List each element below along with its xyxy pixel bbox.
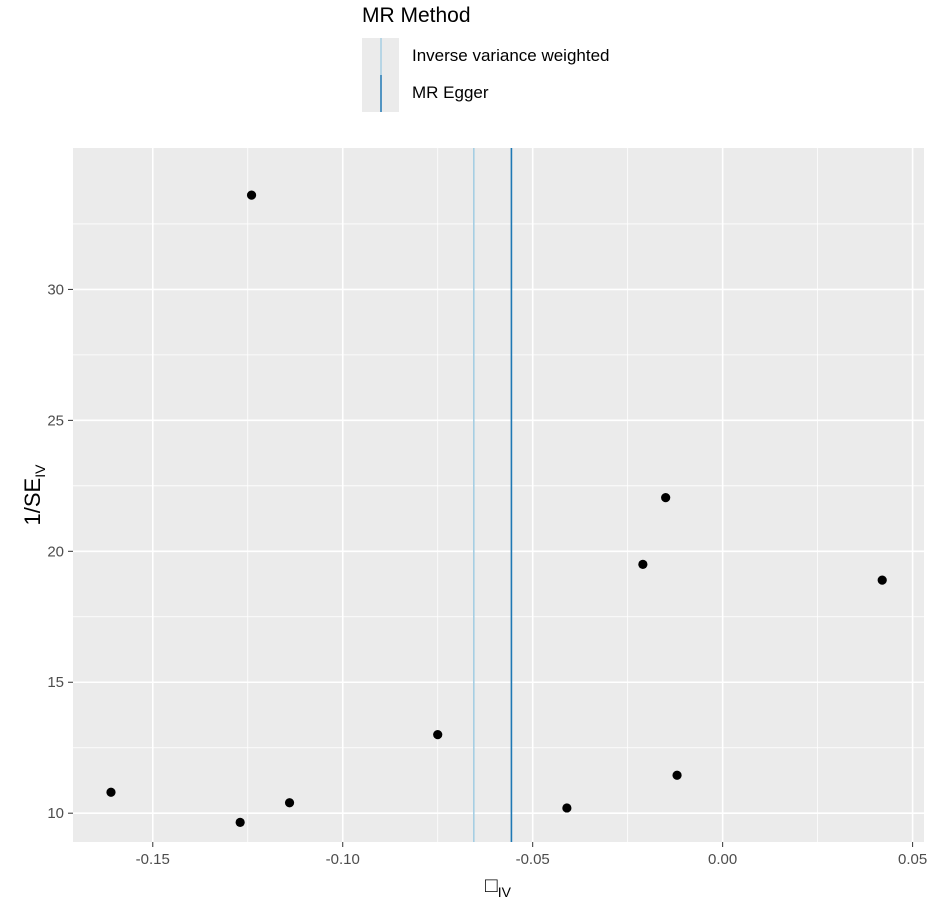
x-axis-title: □IV [485,874,512,900]
y-axis-title: 1/SEIV [20,464,48,526]
minor-gridlines [73,148,924,842]
legend: MR Method Inverse variance weighted MR E… [362,4,610,112]
data-point [877,575,887,585]
legend-label-egger: MR Egger [412,83,489,102]
x-tick-label: -0.15 [136,851,170,868]
y-axis-title-text: 1/SE [20,478,45,526]
x-tick-label: -0.10 [326,851,360,868]
x-axis-ticks: -0.15 -0.10 -0.05 0.00 0.05 [136,842,927,868]
data-point [638,559,648,570]
x-tick-label: 0.05 [898,851,927,868]
y-tick-label: 25 [47,412,64,429]
x-axis-title-subscript: IV [498,884,512,900]
x-tick-label: -0.05 [516,851,550,868]
method-lines [473,148,513,842]
plot-panel [73,148,924,842]
data-point [284,798,295,808]
y-tick-label: 20 [47,543,64,560]
x-axis-title-symbol: □ [485,874,498,897]
data-points [106,190,887,827]
y-tick-label: 10 [47,805,64,822]
x-tick-label: 0.00 [708,851,737,868]
legend-label-ivw: Inverse variance weighted [412,46,610,65]
data-point [661,493,671,503]
data-point [433,730,443,740]
y-axis-ticks: 10 15 20 25 30 [47,281,73,822]
major-gridlines [73,148,924,842]
data-point [106,787,116,797]
data-point [562,803,572,813]
data-point [672,770,682,780]
y-tick-label: 30 [47,281,64,298]
y-tick-label: 15 [47,674,64,691]
legend-title: MR Method [362,4,471,27]
y-axis-title-subscript: IV [32,464,48,478]
data-point [246,190,257,200]
data-point [235,817,245,827]
